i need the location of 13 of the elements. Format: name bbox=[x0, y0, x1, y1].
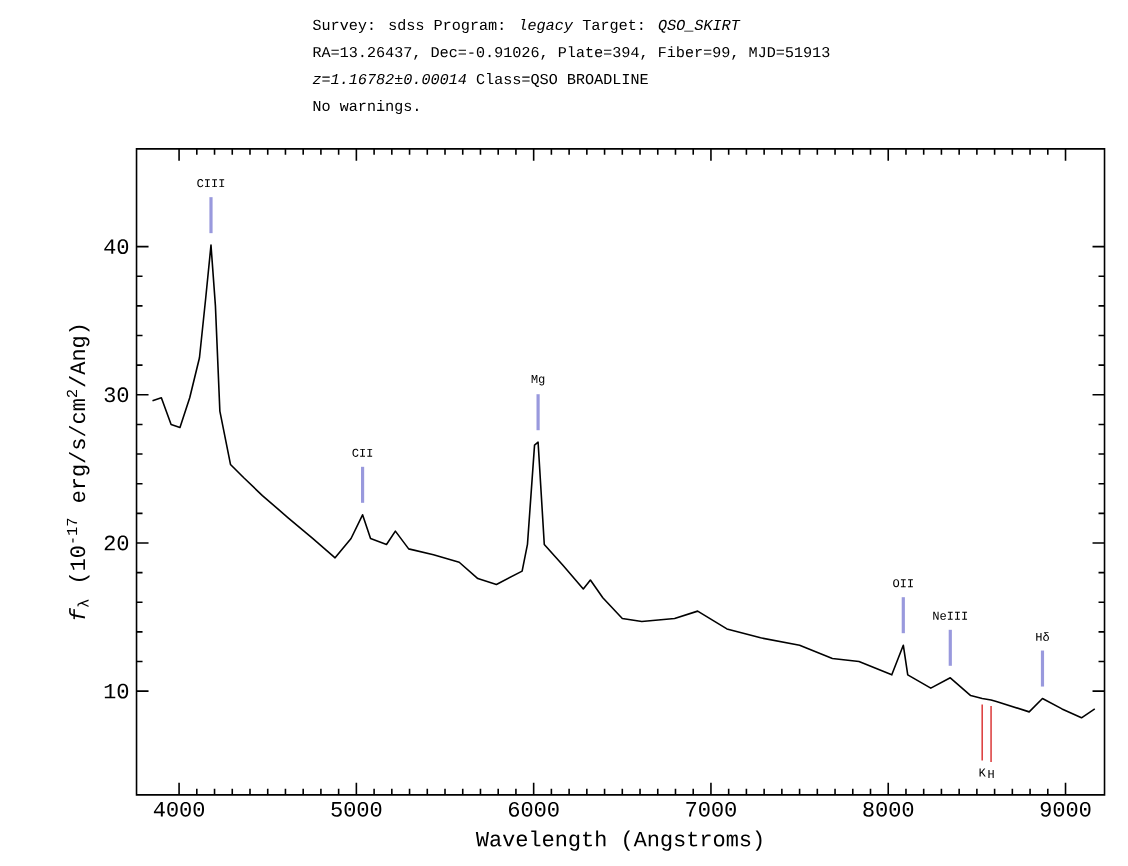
x-tick-label: 4000 bbox=[153, 801, 205, 817]
x-tick-label: 7000 bbox=[686, 801, 736, 817]
x-tick-label: 5000 bbox=[331, 801, 382, 817]
line-series bbox=[151, 244, 1096, 719]
x-axis-title: Wavelength (Angstroms) bbox=[475, 830, 762, 851]
y-tick-label: 20 bbox=[104, 535, 129, 551]
y-tick-label: 40 bbox=[104, 239, 129, 255]
y-tick-label: 10 bbox=[104, 683, 129, 699]
x-tick-label: 6000 bbox=[508, 801, 559, 817]
y-tick-label: 30 bbox=[104, 387, 129, 403]
text: f$_{λ}$ (10$^{-17}$ erg/s/cm$^{2}$/Ang) bbox=[66, 325, 90, 620]
x-tick-label: 9000 bbox=[1040, 801, 1091, 817]
x-tick-label: 8000 bbox=[863, 801, 914, 817]
